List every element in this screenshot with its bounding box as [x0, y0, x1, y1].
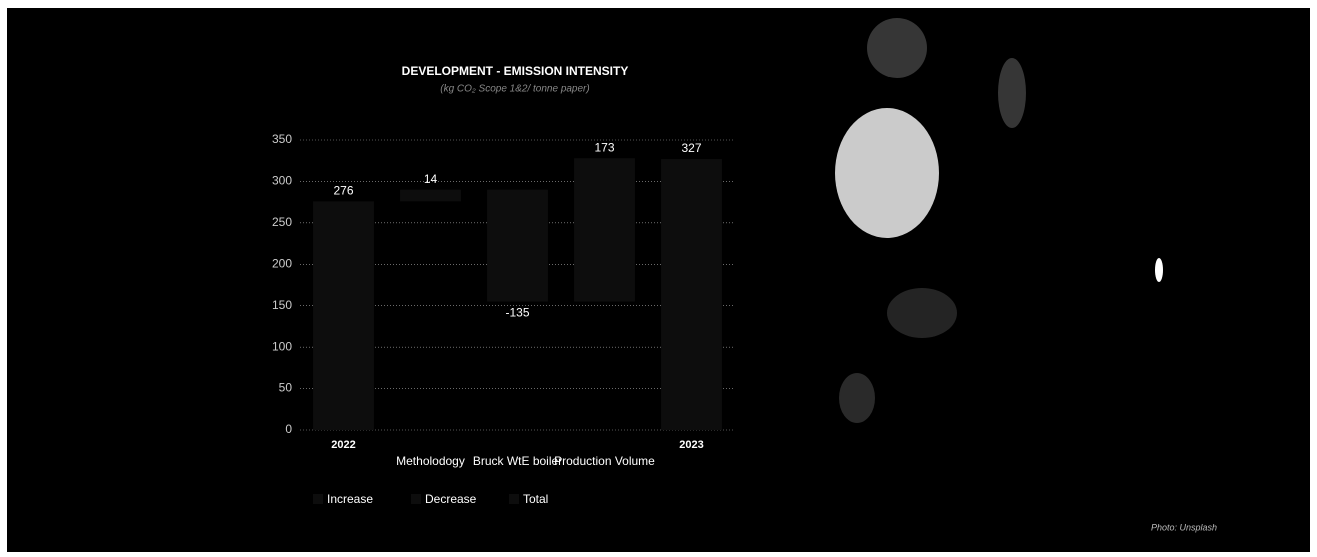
value-label: -135 — [505, 306, 529, 320]
x-tick-label: Production Volume — [554, 454, 655, 468]
x-tick-label: Bruck WtE boiler — [473, 454, 562, 468]
value-label: 327 — [681, 141, 701, 155]
x-tick-label: 2023 — [679, 439, 703, 451]
legend-swatch — [313, 494, 323, 504]
bar — [400, 189, 461, 202]
bar — [487, 189, 548, 302]
legend-swatch — [509, 494, 519, 504]
legend-label: Decrease — [425, 492, 477, 506]
legend-label: Increase — [327, 492, 373, 506]
y-tick-label: 150 — [272, 298, 292, 312]
bar — [313, 201, 374, 430]
value-label: 276 — [333, 183, 353, 197]
value-label: 14 — [424, 172, 438, 186]
x-tick-label: 2022 — [331, 439, 355, 451]
y-tick-label: 250 — [272, 215, 292, 229]
bar — [661, 159, 722, 431]
legend-swatch — [411, 494, 421, 504]
value-label: 173 — [594, 140, 614, 154]
y-tick-label: 200 — [272, 256, 292, 270]
y-tick-label: 0 — [285, 422, 292, 436]
y-tick-label: 300 — [272, 174, 292, 188]
chart-title: DEVELOPMENT - EMISSION INTENSITY — [402, 64, 629, 78]
x-tick-label: Metholodogy — [396, 454, 465, 468]
photo — [835, 18, 1163, 423]
y-tick-label: 50 — [279, 381, 293, 395]
y-tick-label: 350 — [272, 132, 292, 146]
bar — [574, 158, 635, 302]
y-tick-label: 100 — [272, 339, 292, 353]
legend-label: Total — [523, 492, 548, 506]
chart-subtitle: (kg CO₂ Scope 1&2/ tonne paper) — [440, 84, 589, 95]
photo-credit: Photo: Unsplash — [1151, 522, 1217, 532]
chart: DEVELOPMENT - EMISSION INTENSITY (kg CO₂… — [272, 18, 1217, 532]
frame: DEVELOPMENT - EMISSION INTENSITY (kg CO₂… — [7, 8, 1310, 552]
